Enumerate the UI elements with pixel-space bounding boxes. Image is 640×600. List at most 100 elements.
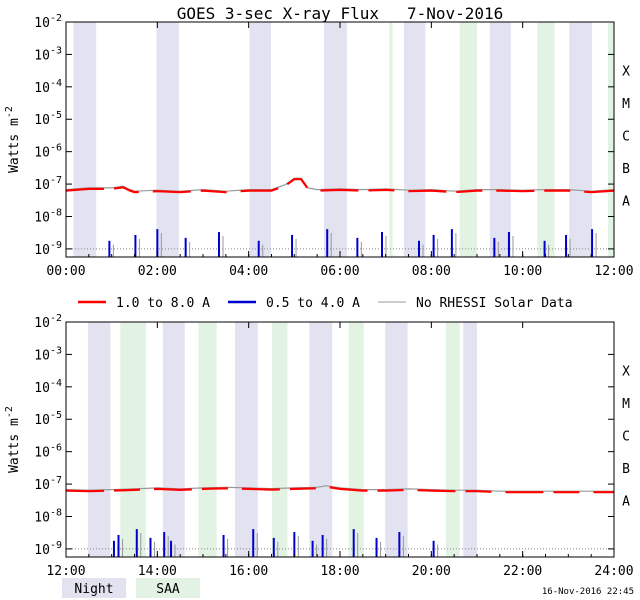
y-tick-exp: -4 [50, 78, 62, 89]
x-tick-label: 08:00 [412, 264, 451, 279]
y-tick-label: 10-8 [34, 507, 62, 525]
x-tick-label: 14:00 [138, 564, 177, 579]
night-band [324, 22, 347, 257]
legend: 1.0 to 8.0 A 0.5 to 4.0 A No RHESSI Solar … [78, 296, 573, 311]
flare-class-label: B [622, 462, 630, 477]
saa-legend-swatch [136, 578, 200, 598]
y-tick-exp: -7 [50, 175, 62, 186]
saa-band [271, 322, 288, 557]
y-tick-exp: -8 [50, 207, 62, 218]
y-tick-base: 10 [34, 446, 50, 461]
y-tick-base: 10 [34, 413, 50, 428]
legend-label: 1.0 to 8.0 A [116, 296, 210, 311]
x-tick-label: 16:00 [229, 564, 268, 579]
y-tick-base: 10 [34, 243, 50, 258]
y-tick-exp: -9 [50, 240, 62, 251]
y-tick-exp: -6 [50, 443, 62, 454]
saa-band [198, 322, 217, 557]
y-tick-base: 10 [34, 348, 50, 363]
flare-class-label: A [622, 194, 630, 209]
y-tick-exp: -7 [50, 475, 62, 486]
footer-legend: Night SAA [62, 578, 200, 598]
x-tick-label: 04:00 [229, 264, 268, 279]
y-tick-exp: -6 [50, 143, 62, 154]
series-long-1-8A [65, 485, 614, 494]
night-band [249, 22, 272, 257]
flare-class-label: C [622, 129, 630, 144]
y-tick-exp: -5 [50, 110, 62, 121]
night-band [385, 322, 408, 557]
y-tick-label: 10-5 [34, 410, 62, 428]
y-tick-exp: -3 [50, 345, 62, 356]
y-tick-base: 10 [34, 178, 50, 193]
night-band [309, 322, 333, 557]
flare-class-label: X [622, 65, 630, 80]
y-axis-label: Watts m-2 [4, 406, 22, 473]
y-tick-base: 10 [34, 381, 50, 396]
night-band [162, 322, 185, 557]
y-tick-base: 10 [34, 510, 50, 525]
y-tick-base: 10 [34, 543, 50, 558]
saa-band [389, 22, 393, 257]
saa-band [120, 322, 146, 557]
series-long-1-8A [65, 178, 615, 194]
y-tick-base: 10 [34, 478, 50, 493]
y-axis-label-main: Watts m [7, 118, 22, 173]
x-tick-label: 24:00 [594, 564, 633, 579]
panel-1: 10-210-310-410-510-610-710-810-900:00 02:… [4, 13, 634, 279]
y-axis-label: Watts m-2 [4, 106, 22, 173]
night-band [156, 22, 179, 257]
y-tick-base: 10 [34, 210, 50, 225]
y-tick-label: 10-7 [34, 475, 62, 493]
y-tick-label: 10-2 [34, 13, 62, 31]
x-tick-label: 06:00 [320, 264, 359, 279]
x-tick-label: 00:00 [46, 264, 85, 279]
y-tick-label: 10-8 [34, 207, 62, 225]
saa-band [537, 22, 555, 257]
x-tick-label: 22:00 [503, 564, 542, 579]
y-tick-label: 10-6 [34, 443, 62, 461]
y-tick-label: 10-9 [34, 540, 62, 558]
chart-title: GOES 3-sec X-ray Flux 7-Nov-2016 [177, 4, 504, 23]
saa-band [348, 322, 364, 557]
night-band [569, 22, 593, 257]
legend-label: 0.5 to 4.0 A [266, 296, 360, 311]
y-tick-label: 10-9 [34, 240, 62, 258]
saa-band [608, 22, 614, 257]
saa-band [459, 22, 477, 257]
flare-class-label: A [622, 494, 630, 509]
y-axis-label-main: Watts m [7, 418, 22, 473]
saa-legend-label: SAA [156, 582, 180, 597]
flare-class-label: C [622, 429, 630, 444]
flare-class-label: M [622, 97, 630, 112]
night-band [463, 322, 477, 557]
y-tick-label: 10-2 [34, 313, 62, 331]
night-band [73, 22, 97, 257]
y-tick-label: 10-6 [34, 143, 62, 161]
y-tick-exp: -4 [50, 378, 62, 389]
y-tick-exp: -5 [50, 410, 62, 421]
y-tick-label: 10-3 [34, 345, 62, 363]
night-band [403, 22, 426, 257]
y-tick-label: 10-5 [34, 110, 62, 128]
y-tick-label: 10-7 [34, 175, 62, 193]
y-axis-label-exp: -2 [4, 406, 15, 418]
y-axis-label-exp: -2 [4, 106, 15, 118]
saa-band [445, 322, 460, 557]
x-tick-label: 10:00 [503, 264, 542, 279]
y-tick-label: 10-3 [34, 45, 62, 63]
y-tick-base: 10 [34, 316, 50, 331]
y-tick-exp: -3 [50, 45, 62, 56]
y-tick-label: 10-4 [34, 78, 62, 96]
y-tick-base: 10 [34, 16, 50, 31]
y-tick-base: 10 [34, 48, 50, 63]
legend-label: No RHESSI Solar Data [416, 296, 573, 311]
y-tick-label: 10-4 [34, 378, 62, 396]
y-tick-exp: -8 [50, 507, 62, 518]
x-tick-label: 12:00 [46, 564, 85, 579]
night-band [234, 322, 258, 557]
night-legend-label: Night [74, 582, 113, 597]
x-tick-label: 18:00 [320, 564, 359, 579]
y-tick-exp: -2 [50, 13, 62, 24]
